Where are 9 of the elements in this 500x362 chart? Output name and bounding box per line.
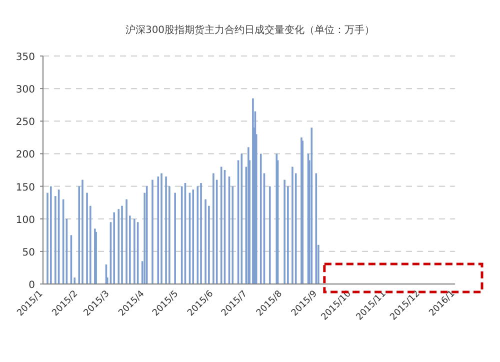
y-tick-label: 50 — [22, 247, 35, 258]
y-tick-label: 250 — [16, 117, 35, 128]
y-tick-label: 300 — [16, 84, 35, 96]
chart-title: 沪深300股指期货主力合约日成交量变化（单位：万手） — [125, 24, 375, 36]
y-tick-label: 150 — [16, 182, 35, 194]
y-tick-label: 0 — [28, 280, 35, 291]
y-tick-label: 200 — [16, 150, 35, 161]
y-tick-label: 100 — [16, 214, 35, 226]
y-tick-label: 350 — [16, 52, 35, 63]
